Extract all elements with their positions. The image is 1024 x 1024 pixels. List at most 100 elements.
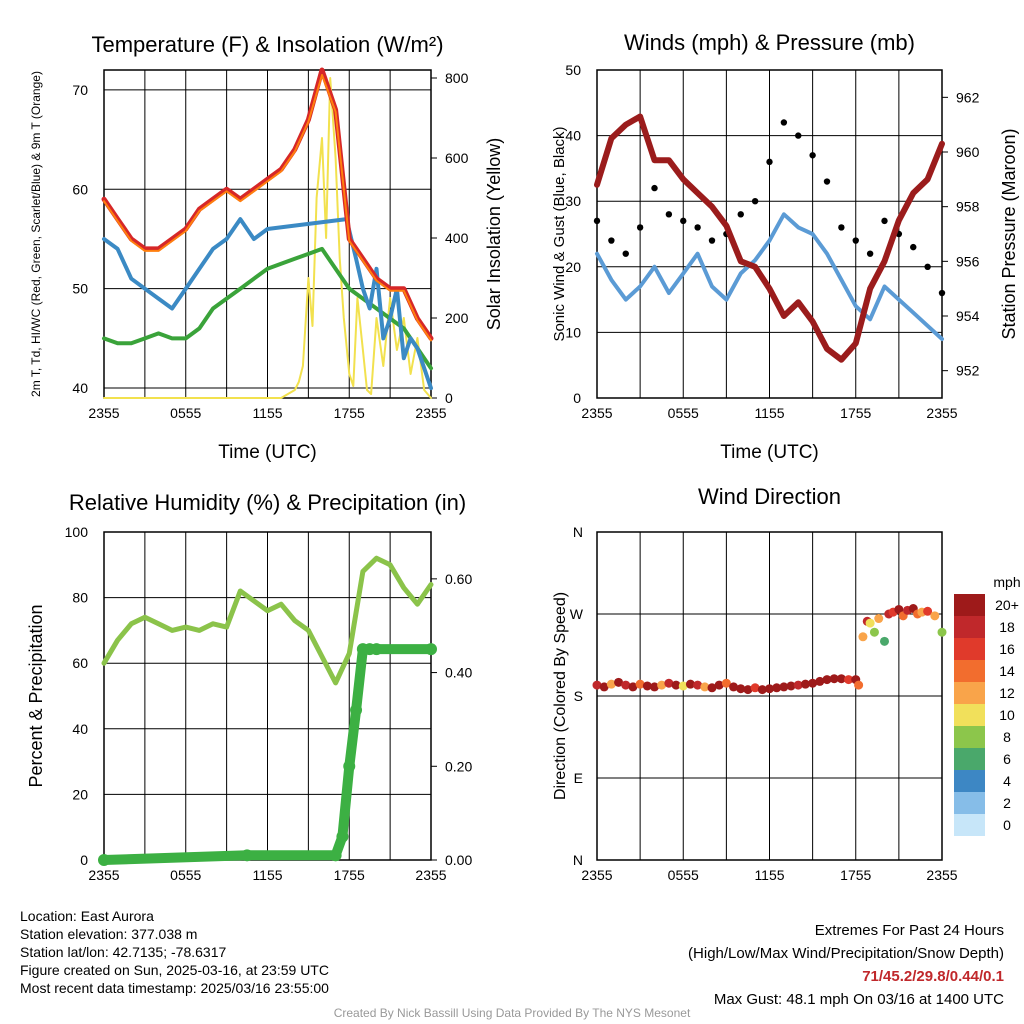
gust-point: [823, 178, 831, 185]
wind-direction-point: [836, 674, 846, 684]
wind-direction-point: [865, 618, 875, 628]
y-tick-label: 0: [80, 852, 88, 868]
panel-title: Temperature (F) & Insolation (W/m²): [91, 32, 443, 57]
gust-point: [708, 237, 716, 244]
wind-direction-point: [757, 685, 767, 695]
y2-tick-label: 958: [956, 199, 980, 215]
y-tick-label: 0: [573, 390, 581, 406]
colorbar-swatch: [954, 660, 985, 682]
extremes-panel: Extremes For Past 24 Hours (High/Low/Max…: [688, 919, 1004, 1011]
colorbar-swatch: [954, 748, 985, 770]
extremes-title: Extremes For Past 24 Hours: [814, 922, 1004, 939]
gust-point: [852, 237, 859, 244]
gust-point: [694, 224, 701, 231]
panel-3: Relative Humidity (%) & Precipitation (i…: [26, 490, 472, 883]
gust-point: [766, 158, 773, 166]
wind-direction-point: [693, 680, 703, 690]
wind-direction-point: [621, 680, 631, 690]
wind-direction-point: [923, 606, 933, 616]
colorbar-swatch: [954, 594, 985, 616]
wind-direction-point: [657, 680, 667, 690]
wind-direction-point: [750, 683, 760, 693]
colorbar-label: 8: [1003, 729, 1011, 745]
y-tick-label: 100: [65, 524, 89, 540]
y2-tick-label: 954: [956, 308, 980, 324]
y-tick-label: 20: [565, 259, 581, 275]
wind-direction-point: [664, 678, 674, 688]
y2-tick-label: 956: [956, 253, 980, 269]
colorbar-label: 2: [1003, 795, 1011, 811]
y-tick-label: 40: [72, 380, 88, 396]
wind-direction-point: [614, 677, 624, 687]
y2-tick-label: 0: [445, 390, 453, 406]
wind-direction-point: [874, 614, 884, 624]
gust-point: [608, 237, 615, 244]
colorbar-label: 0: [1003, 817, 1011, 833]
x-axis-label: Time (UTC): [720, 442, 819, 463]
wind-direction-point: [800, 679, 810, 689]
x-tick-label: 2355: [415, 867, 446, 883]
gust-point: [780, 119, 788, 126]
colorbar-label: 14: [999, 663, 1015, 679]
gust-point: [866, 250, 874, 257]
gust-point: [881, 217, 888, 225]
y2-tick-label: 600: [445, 150, 469, 166]
credit-text: Created By Nick Bassill Using Data Provi…: [333, 1006, 691, 1020]
y-tick-label: 80: [72, 590, 88, 606]
y-tick-label: 50: [72, 281, 88, 297]
gust-point: [622, 250, 629, 257]
x-tick-label: 2355: [581, 405, 612, 421]
insolation-line: [103, 77, 432, 399]
precipitation-line: [99, 644, 436, 865]
x-tick-label: 1755: [840, 867, 871, 883]
y-tick-label: 60: [72, 655, 88, 671]
wind-direction-point: [635, 679, 645, 689]
x-tick-label: 0555: [170, 867, 201, 883]
y2-tick-label: 960: [956, 144, 980, 160]
wind-direction-point: [714, 680, 724, 690]
x-tick-label: 1155: [252, 867, 282, 883]
gust-point: [795, 132, 802, 139]
wind-direction-point: [779, 682, 789, 692]
gust-point: [593, 217, 601, 225]
panel-title: Wind Direction: [698, 484, 841, 509]
max-gust-text: Max Gust: 48.1 mph On 03/16 at 1400 UTC: [713, 991, 1004, 1008]
wind-direction-point: [707, 683, 717, 693]
x-tick-label: 1155: [754, 405, 784, 421]
gust-point: [910, 243, 917, 251]
y2-axis-label: Solar Insolation (Yellow): [484, 138, 504, 330]
y2-tick-label: 952: [956, 363, 980, 379]
wind-direction-point: [793, 680, 803, 690]
wind-direction-point: [592, 680, 602, 690]
wind-direction-point: [822, 675, 832, 685]
x-tick-label: 1755: [840, 405, 871, 421]
panel-1: Temperature (F) & Insolation (W/m²)2355 0…: [29, 32, 504, 463]
gust-point: [680, 217, 687, 225]
plot-frame: [596, 69, 943, 399]
gust-point: [809, 152, 816, 159]
x-tick-label: 0555: [170, 405, 201, 421]
wind-direction-point: [736, 684, 746, 694]
wind-direction-point: [869, 627, 879, 637]
colorbar-swatch: [954, 704, 985, 726]
temperature-series-line: [101, 67, 434, 341]
wind-direction-point: [650, 682, 659, 692]
wind-direction-point: [815, 676, 825, 686]
colorbar-swatch: [954, 682, 985, 704]
wind-direction-point: [765, 684, 774, 694]
wind-direction-point: [642, 681, 652, 691]
x-tick-label: 1755: [334, 405, 365, 421]
gust-point: [751, 198, 759, 205]
colorbar-swatch: [954, 770, 985, 792]
y-tick-label: 70: [72, 82, 88, 98]
y-axis-label: 2m T, Td, HI/WC (Red, Green, Scarlet/Blu…: [29, 71, 43, 397]
pressure-line: [594, 113, 945, 363]
x-tick-label: 1755: [334, 867, 365, 883]
created-text: Figure created on Sun, 2025-03-16, at 23…: [20, 962, 329, 978]
x-tick-label: 0555: [668, 405, 699, 421]
y2-tick-label: 0.60: [445, 571, 472, 587]
x-tick-label: 1155: [252, 405, 282, 421]
wind-direction-point: [678, 681, 688, 691]
wind-direction-point: [930, 611, 940, 621]
